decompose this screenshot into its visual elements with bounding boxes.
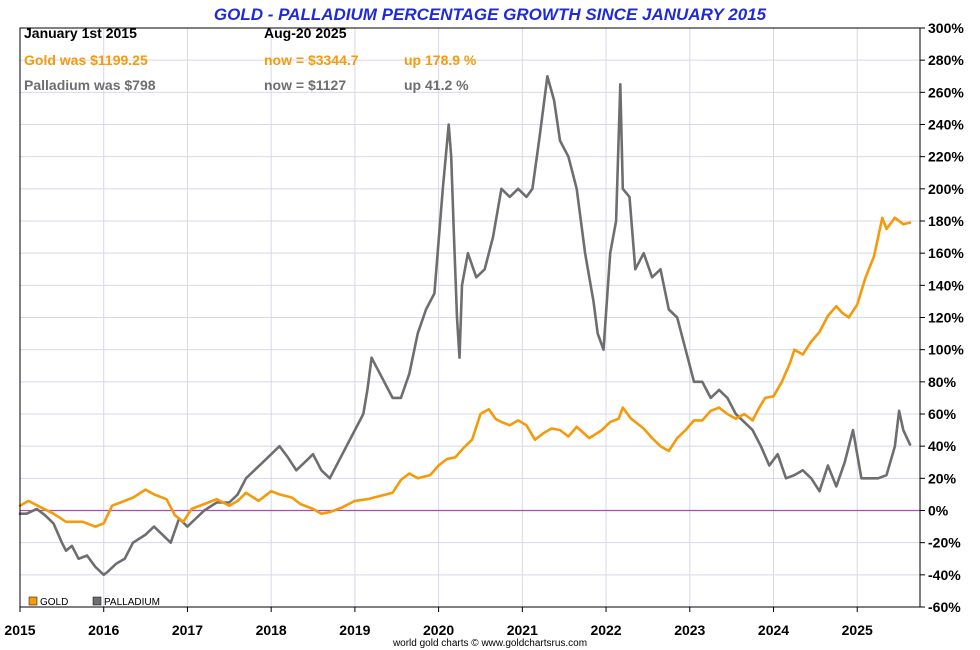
- y-tick-label: 300%: [928, 20, 964, 36]
- x-tick-label: 2018: [256, 622, 287, 638]
- y-tick-label: 140%: [928, 277, 964, 293]
- palladium-start-price: Palladium was $798: [24, 77, 156, 93]
- y-tick-label: 60%: [928, 406, 957, 422]
- x-tick-label: 2024: [758, 622, 789, 638]
- y-tick-label: 260%: [928, 84, 964, 100]
- legend-palladium-swatch: [92, 596, 102, 606]
- palladium-current-price: now = $1127: [264, 77, 346, 93]
- legend-gold-label: GOLD: [40, 597, 68, 608]
- x-tick-label: 2015: [4, 622, 35, 638]
- legend-gold-swatch: [28, 596, 38, 606]
- x-axis: 2015 2016 2017 2018 2019 2020 2021 2022 2023 2024…: [4, 607, 873, 638]
- y-tick-label: 0%: [928, 503, 949, 519]
- x-tick-label: 2019: [339, 622, 370, 638]
- x-tick-label: 2023: [674, 622, 705, 638]
- gold-current-price: now = $3344.7: [264, 52, 359, 68]
- gold-series-line: [18, 216, 912, 528]
- y-tick-label: 100%: [928, 342, 964, 358]
- y-tick-label: -60%: [928, 599, 961, 615]
- y-tick-label: 220%: [928, 149, 964, 165]
- end-date-label: Aug-20 2025: [264, 25, 347, 41]
- y-tick-label: 180%: [928, 213, 964, 229]
- chart-title: GOLD - PALLADIUM PERCENTAGE GROWTH SINCE…: [214, 5, 767, 24]
- gold-growth: up 178.9 %: [404, 52, 477, 68]
- x-tick-label: 2020: [423, 622, 454, 638]
- gold-start-price: Gold was $1199.25: [24, 52, 148, 68]
- y-tick-label: -40%: [928, 567, 961, 583]
- x-tick-label: 2017: [172, 622, 203, 638]
- start-date-label: January 1st 2015: [24, 25, 137, 41]
- y-tick-label: 240%: [928, 117, 964, 133]
- y-axis: 300% 280% 260% 240% 220% 200% 180% 160% 140% 120%…: [920, 20, 964, 615]
- y-tick-label: 80%: [928, 374, 957, 390]
- y-tick-label: 120%: [928, 310, 964, 326]
- y-tick-label: 20%: [928, 470, 957, 486]
- y-tick-label: 160%: [928, 245, 964, 261]
- palladium-series-line: [18, 75, 912, 577]
- x-tick-label: 2025: [842, 622, 873, 638]
- y-tick-label: 280%: [928, 52, 964, 68]
- y-tick-label: 200%: [928, 181, 964, 197]
- credit-text: world gold charts © www.goldchartsrus.co…: [392, 638, 587, 649]
- x-tick-label: 2022: [590, 622, 621, 638]
- x-tick-label: 2021: [507, 622, 538, 638]
- y-tick-label: 40%: [928, 438, 957, 454]
- palladium-growth: up 41.2 %: [404, 77, 469, 93]
- series-layer: [18, 75, 912, 577]
- legend: GOLD PALLADIUM: [28, 596, 160, 608]
- legend-palladium-label: PALLADIUM: [104, 597, 160, 608]
- y-tick-label: -20%: [928, 535, 961, 551]
- x-tick-label: 2016: [88, 622, 119, 638]
